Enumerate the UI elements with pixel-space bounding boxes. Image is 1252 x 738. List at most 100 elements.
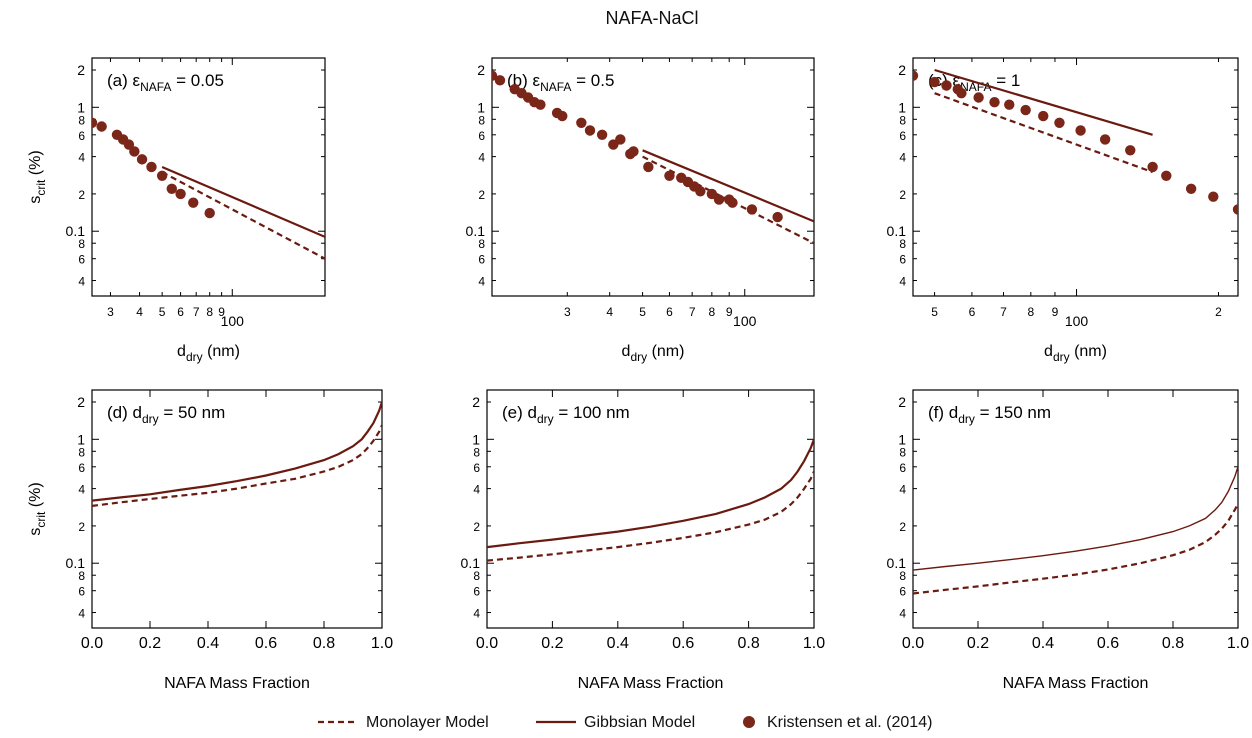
data-point — [1232, 204, 1238, 215]
y-tick-label-b: 8 — [478, 237, 485, 251]
x-tick-label-c: 5 — [931, 305, 938, 319]
y-tick-label-c: 0.1 — [887, 223, 907, 239]
y-tick-label-f: 8 — [899, 445, 906, 459]
y-tick-label-b: 4 — [478, 151, 485, 165]
y-tick-label-a: 6 — [78, 253, 85, 267]
gibbsian-line-c — [934, 68, 1153, 136]
x-tick-label-c: 8 — [1027, 305, 1034, 319]
monolayer-line-f — [913, 503, 1238, 595]
axes-frame-b — [491, 57, 815, 297]
x-tick-label-e: 0.6 — [672, 635, 694, 652]
x-tick-label-a: 6 — [177, 305, 184, 319]
axes-frame-d — [91, 389, 383, 629]
x-tick-label-c: 100 — [1065, 313, 1089, 329]
y-tick-label-a: 1 — [77, 99, 85, 115]
y-tick-label-e: 6 — [473, 461, 480, 475]
data-point — [557, 110, 568, 122]
x-axis-label-a: ddry (nm) — [177, 343, 240, 364]
y-tick-label-e: 4 — [473, 483, 480, 497]
plot-area-f — [913, 466, 1238, 595]
data-point — [643, 161, 654, 173]
y-tick-label-c: 6 — [899, 129, 906, 143]
panel-label-a: (a) εNAFA = 0.05 — [107, 71, 224, 94]
y-tick-label-a: 6 — [78, 129, 85, 143]
legend-label: Monolayer Model — [366, 714, 489, 731]
x-tick-label-f: 0.0 — [902, 635, 924, 652]
y-tick-label-d: 1 — [77, 431, 85, 447]
y-tick-label-a: 4 — [78, 275, 85, 289]
data-point — [188, 197, 199, 208]
x-tick-label-b: 3 — [564, 305, 571, 319]
axes-frame-f — [912, 389, 1239, 629]
monolayer-line-d — [92, 424, 382, 507]
y-tick-label-b: 2 — [478, 188, 485, 202]
y-tick-label-a: 2 — [78, 188, 85, 202]
x-tick-label-a: 7 — [193, 305, 200, 319]
x-tick-label-b: 8 — [708, 305, 715, 319]
y-tick-label-b: 1 — [477, 99, 485, 115]
monolayer-line-e — [487, 471, 814, 562]
data-point — [1099, 134, 1111, 145]
x-tick-label-d: 0.6 — [255, 635, 277, 652]
data-point — [494, 75, 506, 86]
data-point — [695, 186, 706, 197]
data-point — [136, 154, 148, 165]
legend-item: Kristensen et al. (2014) — [743, 714, 932, 731]
y-tick-label-e: 2 — [472, 394, 480, 410]
x-tick-label-e: 0.0 — [476, 635, 498, 652]
plot-area-c — [913, 68, 1238, 215]
plot-area-d — [92, 401, 382, 507]
x-tick-label-c: 2 — [1215, 305, 1222, 319]
y-tick-label-d: 2 — [77, 394, 85, 410]
y-tick-label-c: 8 — [899, 237, 906, 251]
data-point — [1125, 145, 1136, 156]
monolayer-line-c — [934, 92, 1153, 174]
x-tick-label-f: 0.4 — [1032, 635, 1054, 652]
legend-item: Monolayer Model — [318, 714, 489, 731]
data-point — [941, 80, 952, 91]
y-tick-label-d: 4 — [78, 607, 85, 621]
y-tick-label-c: 2 — [898, 62, 906, 78]
data-point — [1038, 110, 1049, 122]
y-tick-label-c: 6 — [899, 253, 906, 267]
y-tick-label-f: 2 — [898, 394, 906, 410]
y-tick-label-c: 1 — [898, 99, 906, 115]
x-tick-label-c: 6 — [969, 305, 976, 319]
x-tick-label-d: 0.8 — [313, 635, 335, 652]
plot-area-e — [487, 438, 814, 562]
x-tick-label-d: 0.2 — [139, 635, 161, 652]
legend-label: Gibbsian Model — [584, 714, 695, 731]
y-tick-label-d: 6 — [78, 585, 85, 599]
y-tick-label-e: 0.1 — [461, 555, 481, 571]
y-tick-label-f: 6 — [899, 461, 906, 475]
x-tick-label-a: 4 — [136, 305, 143, 319]
y-tick-label-e: 2 — [473, 520, 480, 534]
x-tick-label-e: 1.0 — [803, 635, 825, 652]
x-tick-label-a: 100 — [221, 313, 245, 329]
data-point — [1147, 161, 1158, 173]
data-point — [973, 92, 984, 103]
y-tick-label-e: 1 — [472, 431, 480, 447]
data-point — [1161, 170, 1172, 182]
y-tick-label-f: 0.1 — [887, 555, 907, 571]
x-tick-label-b: 5 — [639, 305, 646, 319]
x-tick-label-f: 0.2 — [967, 635, 989, 652]
monolayer-line-a — [161, 171, 325, 260]
y-tick-label-d: 8 — [78, 445, 85, 459]
data-point — [1054, 117, 1065, 128]
data-point — [96, 121, 107, 132]
x-axis-label-f: NAFA Mass Fraction — [1003, 675, 1149, 692]
data-point — [596, 129, 608, 140]
y-tick-label-e: 4 — [473, 607, 480, 621]
data-point — [156, 170, 168, 182]
y-tick-label-a: 8 — [78, 237, 85, 251]
y-tick-label-a: 2 — [77, 62, 85, 78]
data-point — [706, 188, 718, 200]
y-tick-label-b: 6 — [478, 253, 485, 267]
data-point — [929, 76, 940, 88]
data-point — [664, 170, 675, 182]
y-tick-label-d: 2 — [78, 520, 85, 534]
x-tick-label-e: 0.2 — [541, 635, 563, 652]
